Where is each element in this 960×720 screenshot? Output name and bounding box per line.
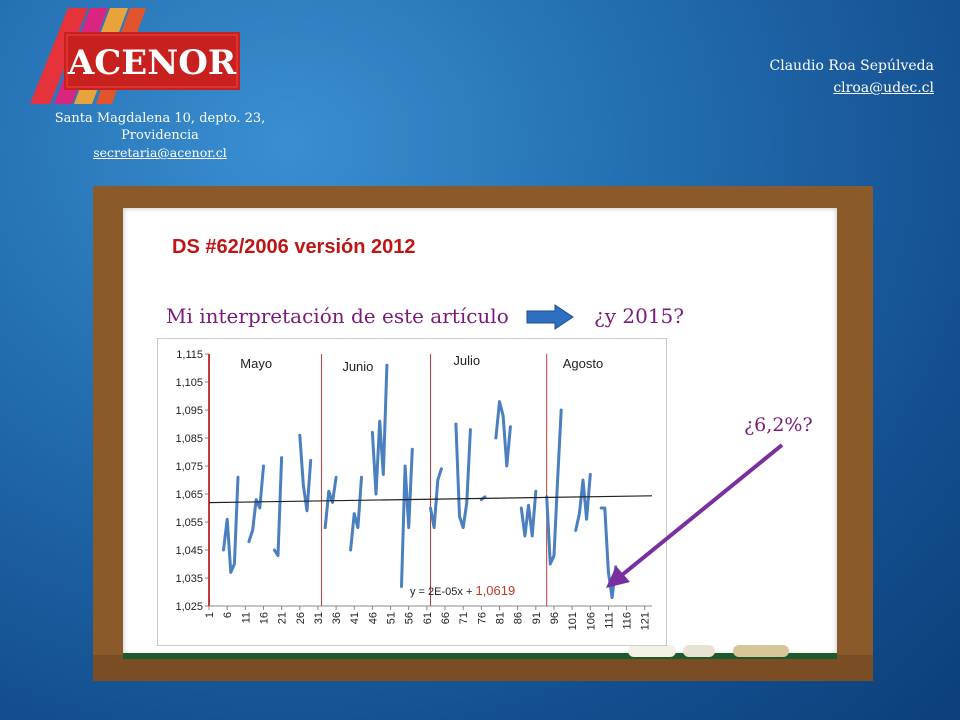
question-2015: ¿y 2015? <box>594 304 684 328</box>
x-tick-label: 76 <box>476 612 488 624</box>
question-percentage: ¿6,2%? <box>744 414 813 436</box>
series-line-segment <box>272 456 284 558</box>
y-tick-label: 1,085 <box>175 433 203 445</box>
address-line-2: Providencia <box>121 128 199 143</box>
x-tick-label: 56 <box>404 612 416 624</box>
series-line-segment <box>429 467 443 530</box>
trendline-equation: y = 2E-05x + 1,0619 <box>410 583 515 598</box>
address-email-link[interactable]: secretaria@acenor.cl <box>93 145 227 160</box>
month-label: Mayo <box>240 356 272 371</box>
x-tick-label: 16 <box>258 612 270 624</box>
chalk-eraser <box>733 645 789 657</box>
series-line-segment <box>247 464 265 544</box>
chalk-piece <box>628 645 676 657</box>
y-tick-label: 1,065 <box>175 489 203 501</box>
series-line-segment <box>545 408 563 566</box>
x-tick-label: 101 <box>567 612 579 630</box>
x-tick-label: 86 <box>513 612 525 624</box>
x-tick-label: 81 <box>494 612 506 624</box>
x-tick-label: 116 <box>622 612 634 630</box>
y-tick-label: 1,045 <box>175 545 203 557</box>
address-line-1: Santa Magdalena 10, depto. 23, <box>54 111 266 126</box>
series-line-segment <box>400 447 414 588</box>
author-email-link[interactable]: clroa@udec.cl <box>833 80 934 96</box>
y-tick-label: 1,035 <box>175 573 203 585</box>
y-tick-label: 1,095 <box>175 405 203 417</box>
author-name: Claudio Roa Sepúlveda <box>769 58 934 74</box>
x-tick-label: 106 <box>585 612 597 630</box>
series-line-segment <box>298 433 313 513</box>
y-tick-label: 1,115 <box>176 349 203 361</box>
slide-subtitle: Mi interpretación de este artículo <box>166 304 509 328</box>
acenor-logo: ACENOR <box>28 6 243 104</box>
y-tick-label: 1,025 <box>175 601 203 613</box>
author-block: Claudio Roa Sepúlveda clroa@udec.cl <box>770 55 934 99</box>
x-tick-label: 91 <box>531 612 543 624</box>
series-line-segment <box>574 472 592 532</box>
x-tick-label: 111 <box>603 612 615 629</box>
x-tick-label: 96 <box>549 612 561 624</box>
series-line-segment <box>494 400 512 468</box>
month-label: Junio <box>342 359 373 374</box>
chalk-tray <box>123 653 837 659</box>
x-tick-label: 61 <box>422 612 434 624</box>
series-line-segment <box>323 475 338 530</box>
x-tick-label: 11 <box>240 612 252 623</box>
right-arrow-icon <box>525 304 575 334</box>
series-line-segment <box>349 475 363 552</box>
x-tick-label: 1 <box>204 612 216 618</box>
x-tick-label: 71 <box>458 612 470 624</box>
y-tick-label: 1,075 <box>175 461 203 473</box>
address-block: Santa Magdalena 10, depto. 23, Providenc… <box>40 110 280 162</box>
month-label: Agosto <box>563 356 603 371</box>
slide-title: DS #62/2006 versión 2012 <box>172 236 416 258</box>
chalk-piece <box>683 645 715 657</box>
x-tick-label: 6 <box>222 612 234 618</box>
x-tick-label: 26 <box>295 612 307 624</box>
series-line-segment <box>519 489 538 538</box>
x-tick-label: 21 <box>277 612 289 624</box>
x-tick-label: 51 <box>386 612 398 624</box>
series-line-segment <box>222 475 240 574</box>
logo-text: ACENOR <box>67 43 237 83</box>
line-chart: 1,025 1,035 1,045 1,055 1,065 1,075 1,085 1,095… <box>156 337 668 647</box>
chart-container: 1,025 1,035 1,045 1,055 1,065 1,075 1,085 1,095… <box>156 337 668 647</box>
chart-border <box>156 337 668 647</box>
x-tick-label: 41 <box>349 612 361 624</box>
month-label: Julio <box>453 353 480 368</box>
x-tick-label: 31 <box>313 612 325 624</box>
series-line-segment <box>370 363 389 496</box>
y-tick-label: 1,055 <box>175 517 203 529</box>
x-tick-label: 66 <box>440 612 452 624</box>
series-line-segment <box>454 422 472 530</box>
trendline <box>208 495 653 504</box>
chalk-ledge <box>93 655 873 681</box>
x-tick-label: 36 <box>331 612 343 624</box>
y-tick-label: 1,105 <box>175 377 203 389</box>
x-tick-label: 46 <box>367 612 379 624</box>
x-tick-label: 121 <box>640 612 652 630</box>
